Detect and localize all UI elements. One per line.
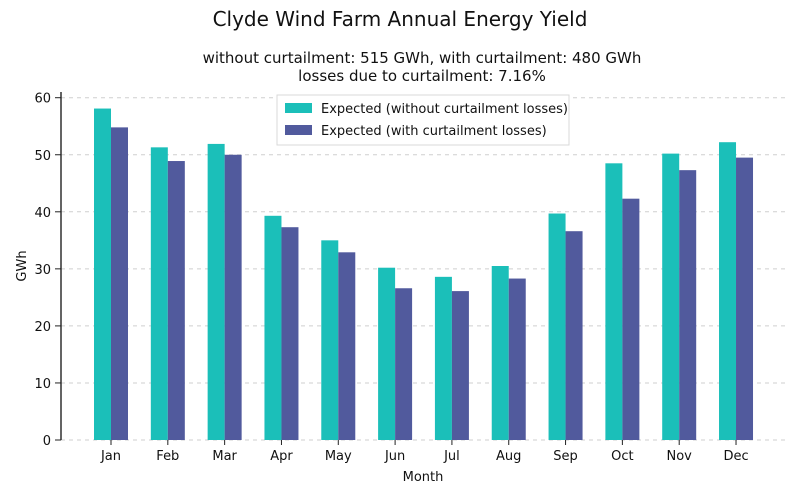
- bar-aug-series-0: [491, 266, 509, 440]
- y-axis-label: GWh: [15, 250, 30, 281]
- x-tick-label-sep: Sep: [553, 449, 578, 464]
- x-axis-label: Month: [403, 470, 444, 485]
- x-tick-label-may: May: [325, 449, 352, 464]
- y-tick-label-1: 10: [34, 377, 51, 392]
- x-tick-label-jun: Jun: [384, 449, 405, 464]
- x-tick-label-jul: Jul: [443, 449, 460, 464]
- bar-jul-series-0: [434, 276, 452, 440]
- bar-nov-series-0: [662, 153, 680, 441]
- x-tick-label-mar: Mar: [212, 449, 237, 464]
- bar-jul-series-1: [451, 291, 469, 440]
- x-tick-label-jan: Jan: [100, 449, 121, 464]
- chart-subtitle-line-1: without curtailment: 515 GWh, with curta…: [203, 49, 642, 67]
- y-tick-label-0: 0: [43, 434, 51, 449]
- bar-feb-series-0: [150, 147, 168, 440]
- x-tick-label-aug: Aug: [496, 449, 521, 464]
- bar-nov-series-1: [679, 170, 697, 440]
- y-tick-label-4: 40: [34, 206, 51, 221]
- bar-feb-series-1: [167, 161, 185, 440]
- x-ticks-layer: Jan Feb Mar Apr May Jun Jul Aug Sep Oct Nov Dec: [100, 440, 749, 464]
- chart-title: Clyde Wind Farm Annual Energy Yield: [213, 7, 588, 31]
- y-ticks-layer: 0 10 20 30 40 50 60: [34, 92, 61, 449]
- bar-sep-series-0: [548, 213, 566, 440]
- bar-dec-series-0: [719, 142, 737, 440]
- x-tick-label-nov: Nov: [667, 449, 693, 464]
- legend-swatch-series-0: [285, 103, 312, 113]
- bar-jan-series-0: [94, 108, 111, 441]
- y-tick-label-6: 60: [34, 92, 51, 107]
- bar-may-series-1: [338, 252, 356, 440]
- chart-subtitle-line-2: losses due to curtailment: 7.16%: [298, 67, 546, 85]
- y-tick-label-3: 30: [34, 263, 51, 278]
- x-tick-label-feb: Feb: [156, 449, 179, 464]
- x-tick-label-dec: Dec: [723, 449, 748, 464]
- x-tick-label-oct: Oct: [611, 449, 633, 464]
- y-tick-label-5: 50: [34, 149, 51, 164]
- bar-jan-series-1: [111, 127, 128, 441]
- legend: Expected (without curtailment losses) Ex…: [276, 94, 570, 146]
- y-tick-label-2: 20: [34, 320, 51, 335]
- bar-oct-series-1: [622, 198, 640, 440]
- legend-swatch-series-1: [285, 125, 312, 135]
- legend-label-series-1: Expected (with curtailment losses): [321, 124, 547, 139]
- bar-mar-series-0: [207, 143, 225, 441]
- legend-label-series-0: Expected (without curtailment losses): [321, 102, 568, 117]
- bars-layer: [94, 108, 754, 441]
- x-tick-label-apr: Apr: [270, 449, 293, 464]
- bar-jun-series-1: [395, 288, 413, 440]
- bar-may-series-0: [321, 240, 339, 440]
- legend-box: [276, 94, 570, 146]
- bar-oct-series-0: [605, 163, 623, 441]
- bar-mar-series-1: [224, 154, 242, 441]
- bar-apr-series-0: [264, 215, 282, 440]
- bar-jun-series-0: [378, 267, 396, 440]
- bar-aug-series-1: [508, 278, 526, 440]
- bar-dec-series-1: [736, 157, 754, 440]
- bar-sep-series-1: [565, 231, 583, 440]
- bar-apr-series-1: [281, 227, 299, 440]
